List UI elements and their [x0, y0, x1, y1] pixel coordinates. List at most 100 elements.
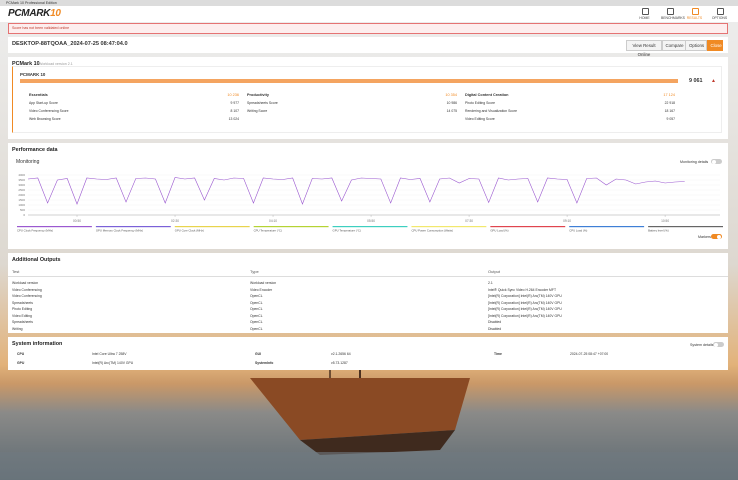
table-cell: [Intel(R) Corporation] Intel(R) Arc(TM) …: [488, 307, 562, 311]
group-name: Digital Content Creation: [465, 93, 509, 97]
system-value: Intel(R) Arc(TM) 140V GPU: [92, 360, 134, 365]
workload-version: Workload version 2.1: [39, 62, 73, 66]
outputs-panel: Additional Outputs Test Type Output Workloa…: [8, 253, 728, 333]
warning-text: Score has not been validated online: [12, 26, 70, 30]
header: PCMARK10 HOME BENCHMARKS RESULTS OPTIONS: [0, 6, 738, 22]
nav-item[interactable]: HOME: [639, 16, 650, 20]
system-label: Time: [494, 352, 502, 356]
y-tick-label: 1000: [18, 203, 25, 207]
legend-swatch: [332, 226, 408, 228]
test-score: 8 107: [230, 109, 240, 113]
table-cell: Video Encoder: [250, 287, 273, 292]
group-name: Essentials: [29, 93, 48, 97]
nav-item[interactable]: OPTIONS: [711, 16, 728, 20]
legend-label: CPU Temperature (°C): [254, 229, 282, 233]
x-tick-label: 02:30: [171, 219, 179, 223]
monitoring-title: Monitoring: [16, 159, 40, 165]
test-score: 9 977: [230, 101, 240, 105]
legend-label: GPU Memory Clock Frequency (MHz): [96, 229, 143, 233]
legend-label: CPU Clock Frequency (MHz): [17, 229, 53, 233]
table-cell: OpenCL: [250, 300, 263, 305]
x-tick-label: 07:30: [465, 219, 473, 223]
table-cell: OpenCL: [250, 307, 263, 311]
window-title: PCMark 10 Professional Edition: [6, 0, 57, 5]
table-cell: Workload version: [12, 281, 39, 285]
legend-swatch: [411, 226, 487, 228]
logo-name: PCMARK: [8, 8, 51, 19]
performance-title: Performance data: [12, 147, 58, 153]
table-cell: Writing: [12, 326, 23, 331]
nav-item[interactable]: RESULTS: [686, 16, 703, 20]
markers-label: Markers: [698, 235, 711, 239]
legend-swatch: [95, 226, 171, 228]
table-cell: Disabled: [488, 320, 502, 324]
test-name: Spreadsheets Score: [247, 101, 278, 105]
test-name: Writing Score: [247, 109, 268, 113]
legend-swatch: [174, 226, 250, 228]
nav-icon[interactable]: [642, 8, 649, 15]
table-cell: [Intel(R) Corporation] Intel(R) Arc(TM) …: [488, 313, 562, 318]
legend-swatch: [17, 226, 92, 228]
overall-score: 9 061: [689, 78, 703, 84]
system-label: GUI: [255, 352, 262, 356]
table-rule: [8, 276, 728, 277]
group-score: 17 124: [663, 93, 675, 97]
y-tick-label: 500: [20, 208, 25, 212]
nav-icon[interactable]: [692, 8, 699, 15]
table-cell: OpenCL: [250, 294, 263, 298]
result-name: DESKTOP-88TQOAA_2024-07-25 08:47:04.0: [12, 41, 128, 47]
system-label: GPU: [17, 360, 25, 365]
test-name: Video Conferencing Score: [29, 109, 69, 113]
button[interactable]: Close: [706, 40, 723, 51]
system-title: System information: [12, 341, 63, 347]
table-cell: OpenCL: [250, 326, 263, 331]
test-score: 13 024: [228, 117, 239, 121]
test-name: Photo Editing Score: [465, 101, 495, 105]
nav-icon[interactable]: [717, 8, 724, 15]
group-name: Productivity: [247, 93, 269, 97]
legend-label: Battery level (%): [648, 229, 669, 233]
table-cell: Spreadsheets: [12, 300, 33, 305]
y-tick-label: 2000: [18, 193, 25, 197]
outputs-title: Additional Outputs: [12, 257, 61, 263]
legend-swatch: [648, 226, 723, 228]
markers-toggle[interactable]: [711, 234, 722, 239]
test-name: App Start-up Score: [29, 101, 58, 105]
legend-label: GPU Core Clock (MHz): [175, 229, 204, 233]
table-cell: Intel® Quick Sync Video H.264 Encoder MF…: [488, 287, 557, 292]
y-tick-label: 1500: [18, 198, 25, 202]
x-tick-label: 05:50: [367, 219, 375, 223]
system-details-toggle[interactable]: [713, 342, 724, 347]
table-cell: [Intel(R) Corporation] Intel(R) Arc(TM) …: [488, 300, 562, 305]
x-tick-label: 10:50: [661, 219, 669, 223]
table-cell: Video Editing: [12, 313, 32, 318]
system-label: CPU: [17, 352, 25, 356]
table-header: Output: [488, 269, 501, 274]
table-cell: Video Conferencing: [12, 287, 42, 292]
system-label: SystemInfo: [255, 360, 274, 365]
nav-item[interactable]: BENCHMARKS: [661, 16, 685, 20]
legend-swatch: [569, 226, 645, 228]
window-title-bar: PCMark 10 Professional Edition: [0, 0, 738, 6]
table-cell: Video Conferencing: [12, 294, 42, 298]
system-panel: System information System details CPU Int…: [8, 337, 728, 370]
test-score: 22 918: [664, 101, 675, 105]
x-tick-label: 00:50: [73, 219, 81, 223]
monitoring-details-toggle[interactable]: [711, 159, 722, 164]
warning-bar: Score has not been validated online: [8, 23, 728, 34]
y-tick-label: 4000: [18, 173, 25, 177]
warning-icon: ▲: [711, 78, 716, 84]
x-tick-label: 09:10: [563, 219, 571, 223]
benchmark-panel: PCMark 10 Workload version 2.1 PCMARK 10…: [8, 57, 728, 139]
test-score: 14 075: [446, 109, 457, 113]
system-value: 2024-07-25 08:47 +07:00: [570, 352, 609, 356]
nav-icon[interactable]: [667, 8, 674, 15]
test-name: Video Editing Score: [465, 117, 495, 121]
score-bar: [20, 79, 678, 83]
legend-label: CPU Power Consumption (Watts): [411, 229, 453, 233]
system-value: v2.1.2656 64: [331, 352, 351, 356]
test-score: 10 986: [446, 101, 457, 105]
test-score: 18 167: [664, 109, 675, 113]
